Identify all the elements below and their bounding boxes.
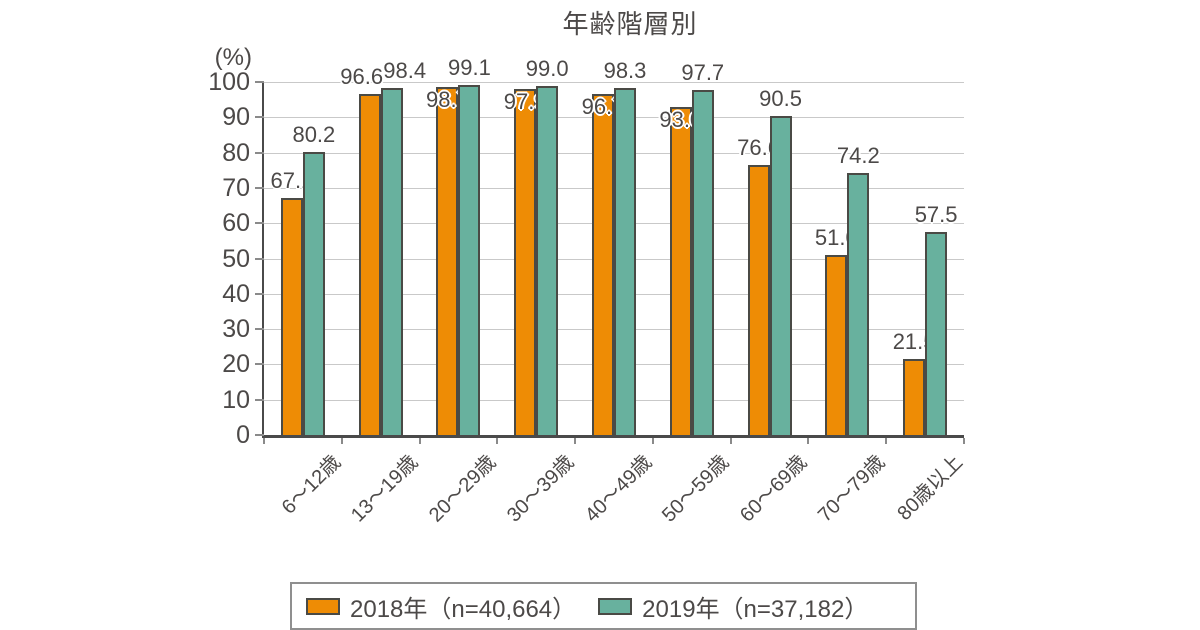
bar-2019-70～79歳 — [847, 173, 870, 435]
bar-2018-80歳以上 — [903, 359, 926, 435]
bar-2018-30～39歳 — [514, 89, 537, 435]
x-tick-2 — [418, 438, 421, 444]
y-tick-0 — [255, 434, 264, 436]
bar-2018-70～79歳 — [825, 254, 848, 435]
x-category-label-50～59歳: 50～59歳 — [658, 451, 734, 527]
y-tick-label-10: 10 — [222, 385, 250, 414]
bar-2019-60～69歳 — [769, 115, 792, 435]
bar-2019-13～19歳 — [380, 87, 403, 435]
x-category-label-30～39歳: 30～39歳 — [502, 451, 579, 527]
bar-2019-50～59歳 — [691, 90, 714, 435]
bar-value-label-2019-30～39歳: 99.0 — [525, 55, 569, 81]
bar-value-label-2019-13～19歳: 98.4 — [383, 57, 427, 83]
x-category-label-60～69歳: 60～69歳 — [736, 451, 812, 527]
bar-value-label-2019-20～29歳: 99.1 — [448, 55, 491, 81]
bar-2019-80歳以上 — [925, 232, 948, 435]
y-tick-label-40: 40 — [222, 279, 250, 308]
legend-label-2018: 2018年（n=40,664） — [350, 595, 577, 623]
x-category-label-6～12歳: 6～12歳 — [277, 451, 345, 519]
x-tick-8 — [885, 438, 888, 444]
bar-2018-6～12歳 — [280, 198, 303, 435]
chart-title: 年齢階層別 — [562, 9, 698, 39]
bar-value-label-2019-6～12歳: 80.2 — [292, 121, 336, 147]
x-tick-4 — [574, 438, 577, 444]
y-tick-90 — [255, 116, 264, 119]
x-category-label-40～49歳: 40～49歳 — [580, 451, 656, 527]
y-tick-10 — [255, 398, 264, 401]
x-tick-5 — [651, 438, 654, 444]
legend-entry-2018: 2018年（n=40,664） — [306, 589, 576, 624]
y-tick-label-80: 80 — [222, 138, 250, 167]
y-axis-unit-label: (%) — [214, 44, 252, 71]
x-category-label-13～19歳: 13～19歳 — [347, 451, 423, 527]
bar-value-label-2019-60～69歳: 90.5 — [759, 85, 802, 111]
plot-area: 67.1 80.2 96.6 98.4 98.7 99.1 97.9 99.0 96.7 98.3… — [255, 55, 965, 444]
legend-label-2019: 2019年（n=37,182） — [642, 595, 869, 623]
bar-2018-13～19歳 — [358, 94, 381, 435]
bar-value-label-2018-13～19歳: 96.6 — [340, 64, 384, 90]
legend: 2018年（n=40,664） 2019年（n=37,182） — [290, 582, 917, 630]
bar-2018-20～29歳 — [436, 86, 459, 435]
y-tick-40 — [255, 292, 264, 295]
y-tick-20 — [255, 363, 264, 366]
y-tick-70 — [255, 186, 264, 189]
legend-swatch-2018 — [306, 597, 340, 615]
bar-2019-6～12歳 — [302, 151, 325, 435]
x-tick-6 — [729, 438, 732, 444]
y-tick-label-30: 30 — [222, 315, 250, 344]
y-tick-100 — [255, 81, 264, 83]
y-tick-80 — [255, 151, 264, 154]
bar-2018-40～49歳 — [592, 93, 614, 435]
y-tick-label-50: 50 — [222, 244, 250, 273]
x-category-label-20～29歳: 20～29歳 — [424, 451, 501, 527]
bar-2019-40～49歳 — [614, 88, 636, 435]
bar-value-label-2019-40～49歳: 98.3 — [603, 58, 647, 84]
x-category-label-80歳以上: 80歳以上 — [893, 451, 967, 525]
x-tick-1 — [340, 438, 343, 444]
x-tick-9 — [963, 438, 965, 444]
y-tick-label-70: 70 — [222, 173, 250, 202]
legend-swatch-2019 — [598, 597, 633, 615]
y-tick-label-0: 0 — [236, 421, 250, 449]
y-tick-label-90: 90 — [222, 103, 250, 132]
y-tick-50 — [255, 257, 264, 260]
x-tick-7 — [807, 438, 810, 444]
y-tick-label-100: 100 — [208, 68, 250, 96]
y-tick-label-20: 20 — [222, 350, 250, 379]
bar-2018-60～69歳 — [747, 164, 770, 435]
bar-value-label-2019-80歳以上: 57.5 — [914, 202, 958, 228]
bar-2018-50～59歳 — [669, 106, 692, 435]
x-category-label-70～79歳: 70～79歳 — [813, 451, 890, 527]
x-tick-0 — [263, 438, 265, 444]
gridline-100 — [264, 82, 964, 83]
bar-value-label-2019-50～59歳: 97.7 — [681, 60, 725, 86]
bar-value-label-2019-70～79歳: 74.2 — [836, 143, 880, 169]
y-tick-30 — [255, 328, 264, 331]
x-tick-3 — [496, 438, 499, 444]
y-tick-label-60: 60 — [222, 209, 250, 238]
bar-2019-30～39歳 — [536, 85, 559, 435]
y-tick-60 — [255, 222, 264, 225]
legend-entry-2019: 2019年（n=37,182） — [598, 589, 868, 624]
bar-2019-20～29歳 — [458, 85, 481, 435]
